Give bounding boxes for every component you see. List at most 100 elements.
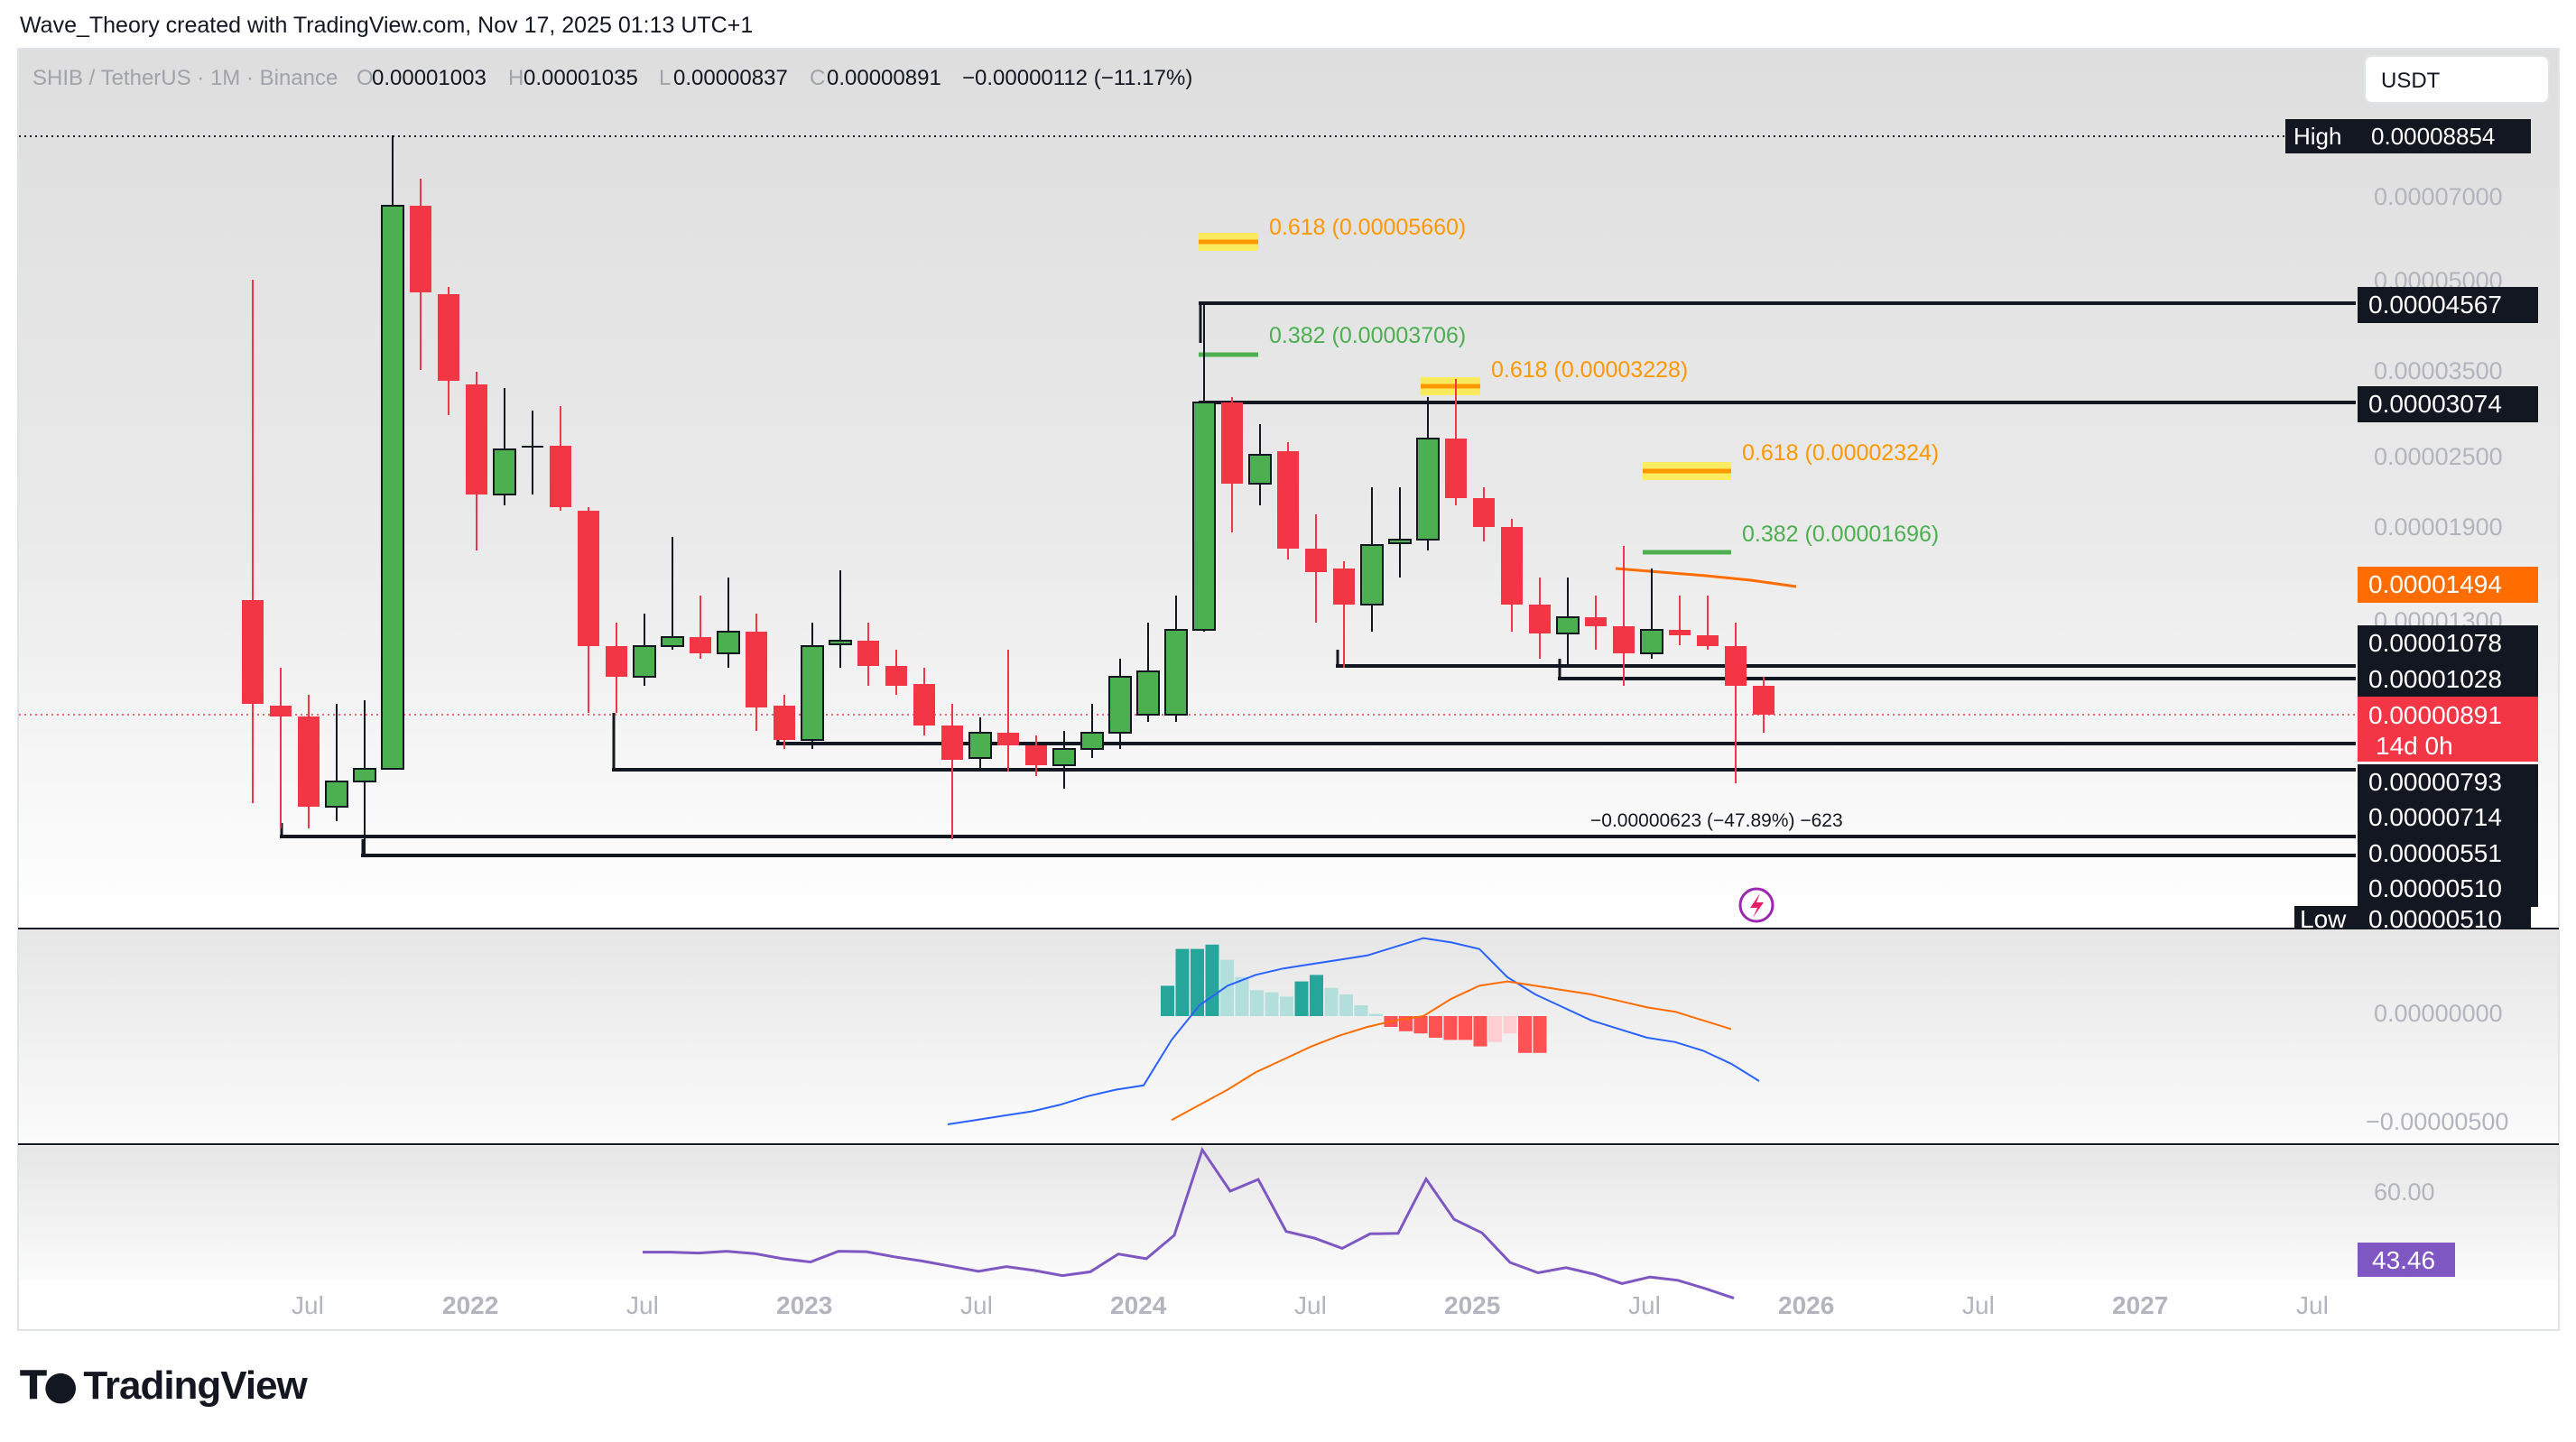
candle[interactable] xyxy=(1305,514,1327,623)
candle[interactable] xyxy=(1277,442,1299,559)
high-tag-label: High xyxy=(2293,123,2341,150)
macd-histogram-bar xyxy=(1459,1016,1472,1040)
currency-button[interactable] xyxy=(2364,55,2550,104)
candle[interactable] xyxy=(1192,302,1216,632)
candle[interactable] xyxy=(1753,677,1774,733)
candle[interactable] xyxy=(466,372,487,550)
candle[interactable] xyxy=(1585,596,1607,650)
bolt-icon[interactable] xyxy=(1738,887,1774,923)
ema-line[interactable] xyxy=(1615,567,1797,588)
candle[interactable] xyxy=(1529,578,1551,659)
time-axis-tick: Jul xyxy=(960,1291,993,1319)
legend-symbol[interactable]: SHIB / TetherUS · 1M · Binance xyxy=(32,66,338,90)
candle[interactable] xyxy=(606,623,627,713)
candle[interactable] xyxy=(690,596,711,659)
candle[interactable] xyxy=(353,700,376,855)
candle[interactable] xyxy=(1360,487,1384,632)
candle[interactable] xyxy=(325,704,348,821)
candle[interactable] xyxy=(1697,596,1719,650)
low-value: 0.00000510 xyxy=(2368,905,2502,933)
candle[interactable] xyxy=(717,578,740,668)
level-tag-510 xyxy=(2358,871,2538,907)
fib-label-5660: 0.618 (0.00005660) xyxy=(1269,215,1466,240)
candle[interactable] xyxy=(1080,704,1104,758)
candle[interactable] xyxy=(801,623,824,749)
candle[interactable] xyxy=(381,135,404,770)
high-value: 0.00008854 xyxy=(2371,123,2495,150)
candle[interactable] xyxy=(578,507,599,713)
candle[interactable] xyxy=(1613,546,1635,686)
macd-axis-tick: 0.00000000 xyxy=(2374,1000,2503,1027)
candle[interactable] xyxy=(1052,731,1076,789)
level-tags: 0.00004567 0.00003074 0.00001078 0.00001… xyxy=(2294,287,2538,933)
level-value-1078: 0.00001078 xyxy=(2368,629,2502,657)
candle[interactable] xyxy=(1669,596,1691,645)
time-axis-tick: Jul xyxy=(626,1291,659,1319)
candle[interactable] xyxy=(410,179,431,370)
low-value-tag xyxy=(2359,906,2531,928)
level-tag-1078 xyxy=(2358,625,2538,661)
candle[interactable] xyxy=(1221,397,1243,532)
candle[interactable] xyxy=(493,388,516,505)
candle[interactable] xyxy=(1333,561,1355,668)
level-value-510: 0.00000510 xyxy=(2368,874,2502,902)
candle[interactable] xyxy=(885,650,907,695)
candle[interactable] xyxy=(997,650,1019,772)
legend-close: 0.00000891 xyxy=(827,66,941,90)
time-axis-tick: 2025 xyxy=(1444,1291,1500,1319)
fib-markers: 0.618 (0.00005660) 0.382 (0.00003706) 0.… xyxy=(1199,215,1939,555)
candle[interactable] xyxy=(1388,487,1412,578)
candle[interactable] xyxy=(1725,623,1747,783)
time-axis[interactable]: Jul 2022 Jul 2023 Jul 2024 Jul 2025 Jul … xyxy=(292,1291,2329,1319)
candle[interactable] xyxy=(829,570,852,668)
candle[interactable] xyxy=(746,614,767,731)
macd-histogram-bar xyxy=(1161,985,1174,1016)
candle[interactable] xyxy=(1501,519,1523,632)
candle[interactable] xyxy=(1136,623,1160,722)
candle[interactable] xyxy=(1248,424,1272,505)
candle[interactable] xyxy=(968,717,992,772)
candle[interactable] xyxy=(774,695,795,749)
candle[interactable] xyxy=(1640,568,1663,659)
level-value-1028: 0.00001028 xyxy=(2368,665,2502,693)
candle[interactable] xyxy=(1416,397,1440,550)
current-price-value: 0.00000891 xyxy=(2368,701,2502,729)
candle[interactable] xyxy=(941,704,963,839)
low-tag-label: Low xyxy=(2300,905,2347,933)
candle[interactable] xyxy=(550,406,571,511)
candle[interactable] xyxy=(1025,735,1047,776)
level-value-3074: 0.00003074 xyxy=(2368,390,2502,418)
macd-histogram-bar xyxy=(1175,948,1190,1016)
rsi-line[interactable] xyxy=(643,1146,1735,1300)
time-axis-tick: Jul xyxy=(1628,1291,1661,1319)
macd-histogram-bar xyxy=(1339,994,1353,1016)
price-axis-tick: 0.00002500 xyxy=(2374,443,2503,470)
time-axis-tick: Jul xyxy=(1962,1291,1995,1319)
macd-line[interactable] xyxy=(947,937,1760,1125)
measure-annotation[interactable]: −0.00000623 (−47.89%) −623 xyxy=(1590,810,1843,831)
fib-label-2324: 0.618 (0.00002324) xyxy=(1742,440,1939,466)
level-tag-793 xyxy=(2358,764,2538,800)
candle[interactable] xyxy=(242,280,264,803)
candle[interactable] xyxy=(661,537,684,650)
tradingview-logo[interactable]: T● TradingView xyxy=(20,1363,308,1409)
candle[interactable] xyxy=(913,668,935,735)
candle[interactable] xyxy=(633,614,656,686)
macd-axis-tick: −0.00000500 xyxy=(2366,1108,2508,1135)
candle[interactable] xyxy=(270,668,292,828)
low-tag xyxy=(2294,906,2359,928)
candle[interactable] xyxy=(1473,487,1495,541)
candle[interactable] xyxy=(1164,596,1188,722)
candle[interactable] xyxy=(857,623,879,686)
time-axis-tick: 2026 xyxy=(1778,1291,1834,1319)
candle[interactable] xyxy=(1556,578,1580,668)
time-axis-tick: Jul xyxy=(292,1291,324,1319)
candle[interactable] xyxy=(298,695,320,828)
candle[interactable] xyxy=(438,287,459,415)
macd-histogram-bar xyxy=(1280,996,1293,1016)
candle[interactable] xyxy=(522,411,543,495)
current-price-tag xyxy=(2358,697,2538,762)
candle[interactable] xyxy=(1108,659,1132,749)
signal-line[interactable] xyxy=(1171,980,1732,1122)
candle[interactable] xyxy=(1445,379,1467,505)
